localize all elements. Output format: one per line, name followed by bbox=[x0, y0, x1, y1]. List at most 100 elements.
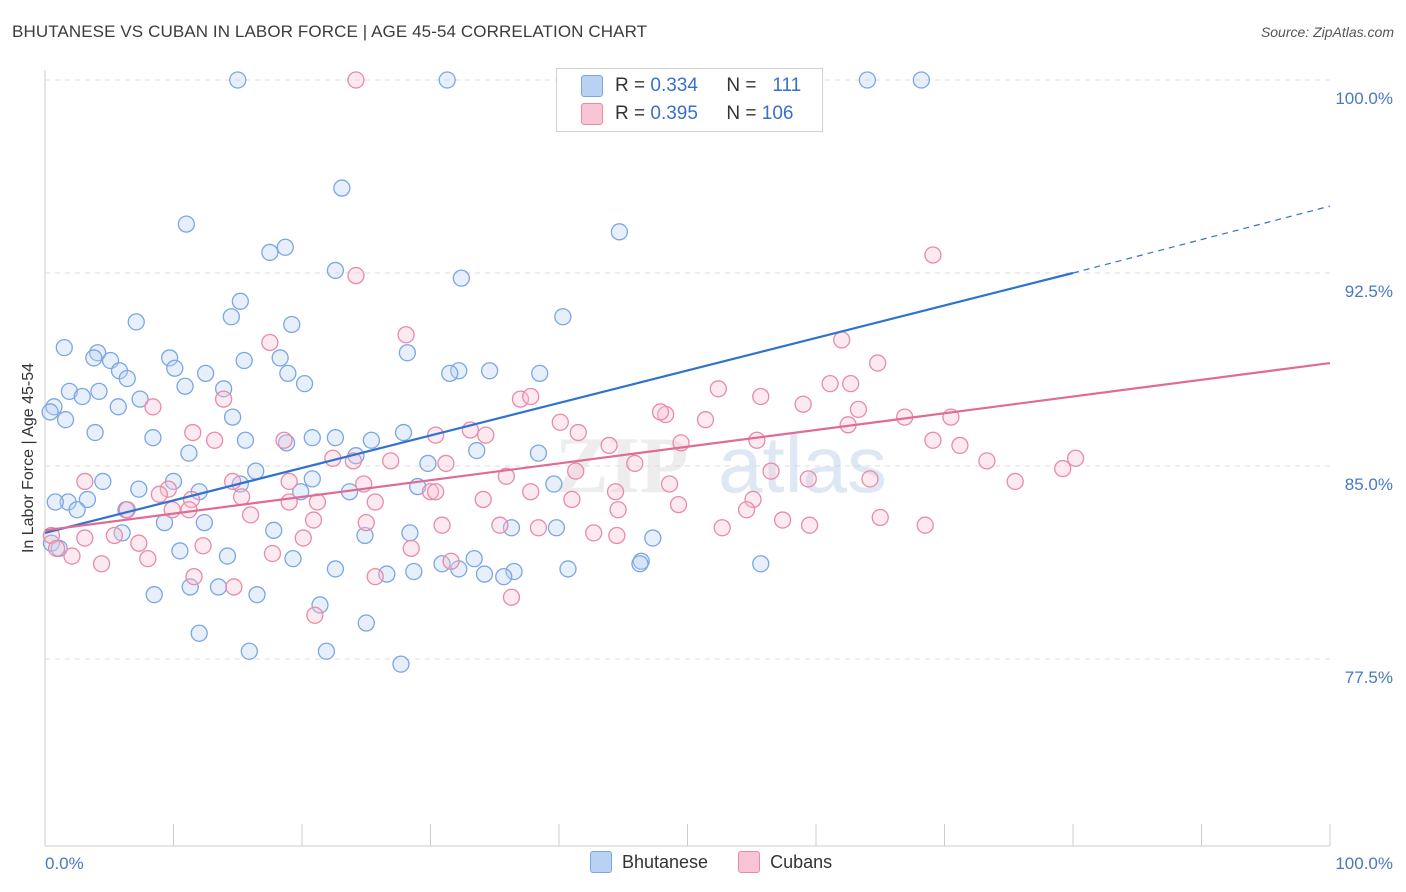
bottom-legend-swatch-bhutanese bbox=[590, 851, 612, 873]
data-point-cubans bbox=[799, 470, 817, 488]
trend-lines bbox=[44, 205, 1331, 534]
bottom-legend-label: Cubans bbox=[770, 851, 833, 872]
data-point-cubans bbox=[1006, 472, 1024, 491]
bottom-legend-swatch-cubans bbox=[738, 851, 761, 873]
trend-line-cubans bbox=[44, 361, 1331, 532]
data-point-bhutanese bbox=[73, 387, 91, 406]
data-point-bhutanese bbox=[284, 549, 302, 568]
data-point-bhutanese bbox=[495, 568, 513, 586]
watermark: ZIP atlas bbox=[555, 420, 887, 510]
data-point-cubans bbox=[205, 431, 224, 449]
data-point-cubans bbox=[241, 506, 260, 524]
data-point-cubans bbox=[294, 529, 312, 547]
data-point-cubans bbox=[744, 490, 762, 509]
data-point-cubans bbox=[76, 472, 94, 491]
data-point-cubans bbox=[773, 511, 792, 529]
data-point-bhutanese bbox=[209, 578, 228, 596]
data-point-bhutanese bbox=[166, 359, 184, 377]
data-point-cubans bbox=[794, 395, 812, 413]
data-point-bhutanese bbox=[261, 243, 279, 262]
data-point-cubans bbox=[263, 544, 282, 563]
data-point-bhutanese bbox=[85, 349, 103, 367]
data-point-cubans bbox=[426, 483, 445, 501]
data-point-cubans bbox=[402, 539, 420, 557]
data-point-cubans bbox=[821, 375, 839, 393]
data-point-cubans bbox=[748, 431, 766, 449]
data-point-cubans bbox=[280, 472, 298, 491]
data-point-cubans bbox=[347, 266, 365, 285]
data-point-cubans bbox=[737, 501, 756, 519]
legend-r-value: 0.334 bbox=[650, 75, 698, 96]
data-point-bhutanese bbox=[60, 382, 79, 401]
data-point-bhutanese bbox=[441, 364, 459, 383]
data-point-cubans bbox=[651, 403, 670, 421]
data-point-cubans bbox=[185, 568, 203, 586]
data-point-cubans bbox=[261, 333, 279, 352]
data-point-cubans bbox=[184, 423, 202, 442]
data-point-bhutanese bbox=[277, 434, 296, 452]
data-point-bhutanese bbox=[529, 444, 548, 462]
data-point-bhutanese bbox=[56, 411, 75, 429]
data-point-bhutanese bbox=[326, 429, 345, 447]
data-point-bhutanese bbox=[229, 71, 247, 89]
y-tick-label: 100.0% bbox=[1335, 89, 1393, 108]
data-point-bhutanese bbox=[333, 179, 351, 197]
data-point-bhutanese bbox=[177, 215, 196, 233]
data-point-cubans bbox=[800, 516, 819, 534]
data-point-bhutanese bbox=[118, 369, 136, 388]
data-point-bhutanese bbox=[78, 490, 97, 509]
data-point-bhutanese bbox=[531, 364, 549, 383]
legend-swatch-cubans bbox=[581, 103, 603, 125]
data-point-bhutanese bbox=[218, 547, 237, 565]
data-point-cubans bbox=[626, 454, 644, 473]
data-point-bhutanese bbox=[317, 642, 336, 660]
watermark-atlas: atlas bbox=[718, 420, 887, 509]
data-point-bhutanese bbox=[131, 390, 149, 408]
data-point-bhutanese bbox=[181, 578, 199, 596]
data-point-cubans bbox=[497, 467, 515, 485]
data-point-cubans bbox=[280, 493, 298, 511]
x-ticks: 0.0% 100.0% bbox=[45, 854, 1393, 873]
data-point-bhutanese bbox=[94, 472, 112, 491]
data-point-cubans bbox=[569, 423, 587, 442]
data-point-cubans bbox=[180, 501, 198, 519]
data-point-bhutanese bbox=[190, 624, 208, 642]
data-point-bhutanese bbox=[303, 470, 321, 488]
data-point-bhutanese bbox=[276, 238, 294, 256]
data-point-cubans bbox=[130, 534, 148, 552]
data-point-bhutanese bbox=[465, 549, 483, 568]
data-point-cubans bbox=[139, 549, 157, 568]
data-point-cubans bbox=[306, 606, 324, 624]
data-point-bhutanese bbox=[858, 71, 877, 89]
legend-box: R = 0.334 N = 111 R = 0.395 N = 106 bbox=[556, 68, 823, 132]
data-point-cubans bbox=[159, 480, 178, 498]
data-point-cubans bbox=[275, 431, 293, 449]
data-point-cubans bbox=[916, 516, 934, 534]
chart-source: Source: ZipAtlas.com bbox=[1260, 24, 1394, 40]
data-point-bhutanese bbox=[240, 642, 258, 660]
data-point-cubans bbox=[144, 398, 162, 416]
data-point-bhutanese bbox=[356, 526, 374, 545]
data-point-bhutanese bbox=[109, 398, 127, 416]
data-point-cubans bbox=[477, 426, 495, 444]
data-point-bhutanese bbox=[559, 560, 577, 578]
data-point-bhutanese bbox=[180, 444, 198, 462]
data-point-cubans bbox=[713, 519, 731, 537]
data-point-bhutanese bbox=[419, 454, 437, 473]
legend-swatch-bhutanese bbox=[581, 75, 603, 97]
data-point-bhutanese bbox=[247, 462, 265, 480]
data-point-cubans bbox=[600, 436, 618, 455]
data-point-bhutanese bbox=[480, 362, 499, 380]
data-point-cubans bbox=[951, 436, 969, 455]
data-point-bhutanese bbox=[405, 562, 423, 581]
data-point-cubans bbox=[47, 539, 66, 557]
bottom-legend-bhutanese: Bhutanese bbox=[590, 851, 708, 873]
bottom-legend: Bhutanese Cubans bbox=[590, 851, 862, 873]
data-point-cubans bbox=[606, 483, 625, 501]
data-point-bhutanese bbox=[505, 562, 523, 581]
data-point-cubans bbox=[232, 488, 251, 506]
data-point-cubans bbox=[1054, 459, 1072, 478]
data-point-cubans bbox=[871, 508, 889, 527]
data-point-bhutanese bbox=[235, 351, 253, 370]
